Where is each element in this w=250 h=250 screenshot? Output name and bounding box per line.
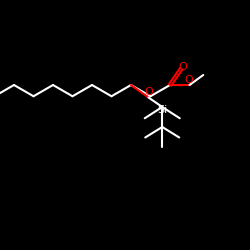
Text: O: O [184, 74, 193, 85]
Text: O: O [178, 62, 187, 72]
Text: O: O [144, 87, 153, 97]
Text: Si: Si [157, 105, 167, 115]
